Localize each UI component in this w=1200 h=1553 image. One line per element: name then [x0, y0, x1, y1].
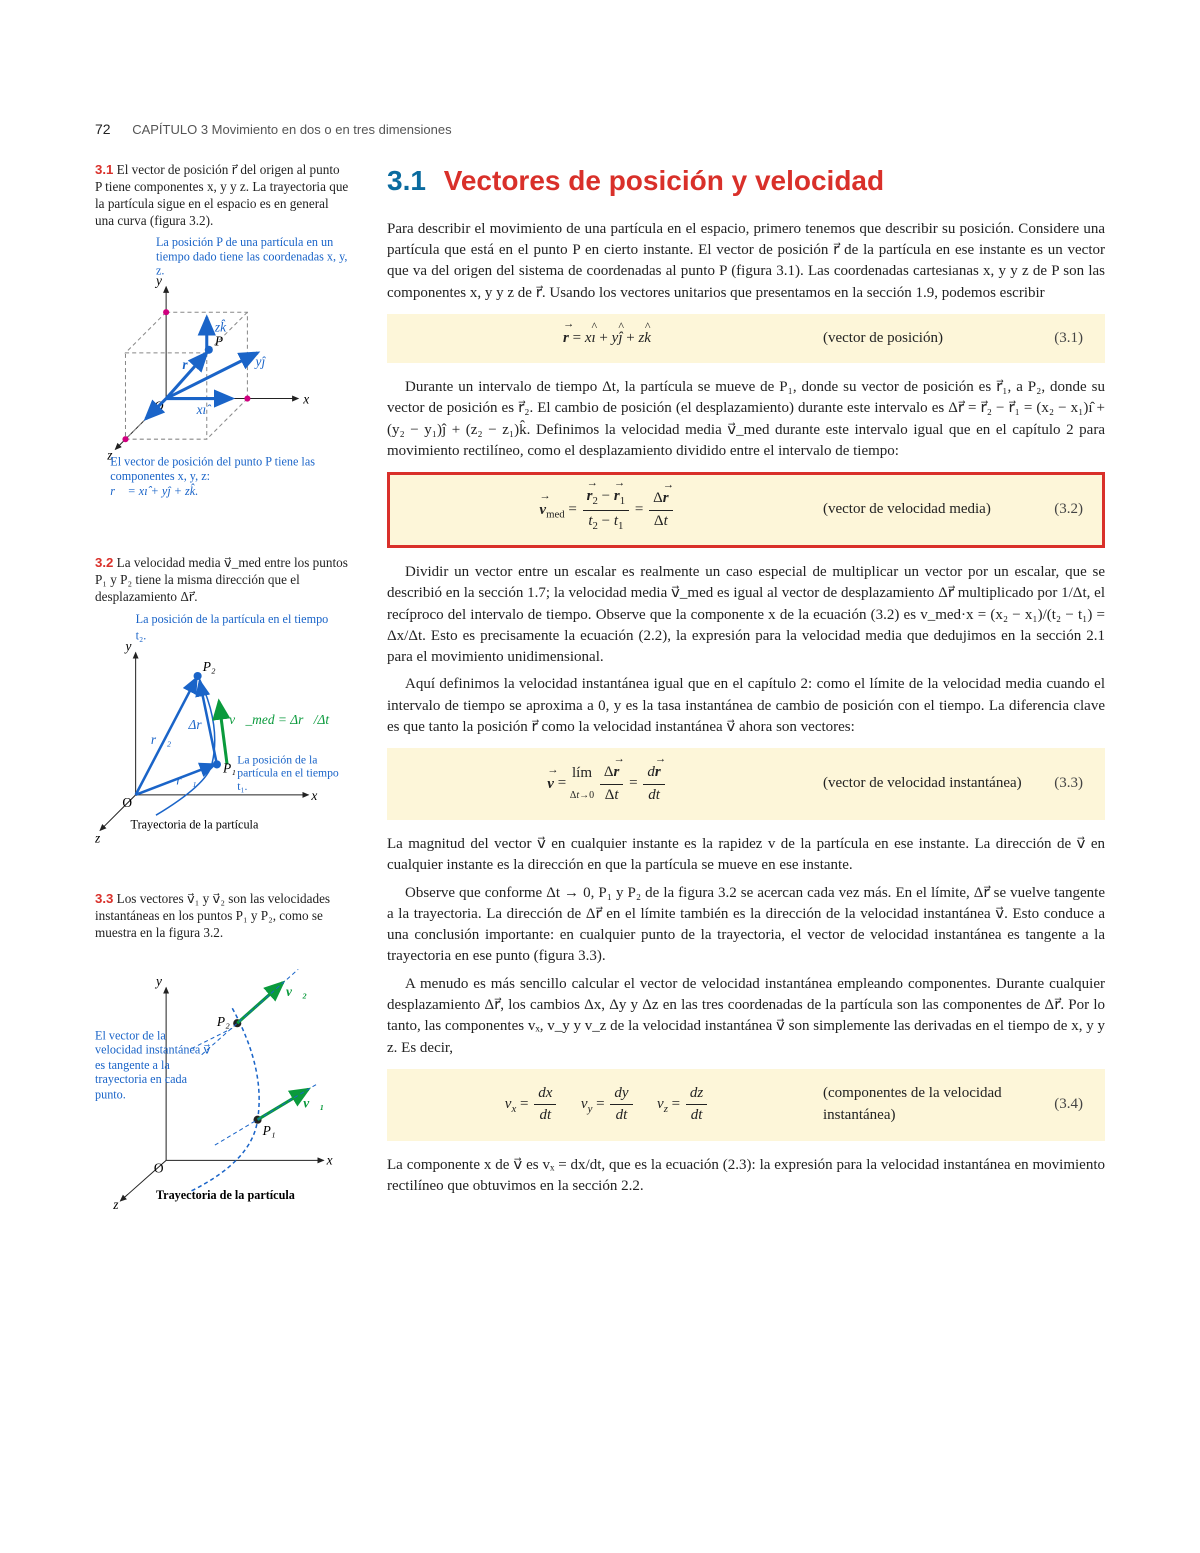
svg-text:z: z — [95, 830, 101, 845]
para-3: Dividir un vector entre un escalar es re… — [387, 562, 1105, 668]
svg-text:P: P — [214, 333, 223, 348]
svg-text:P₁: P₁ — [262, 1123, 276, 1138]
section-title: Vectores de posición y velocidad — [444, 165, 884, 196]
svg-text:P₂: P₂ — [216, 1014, 230, 1029]
svg-text:r⃗₁: r⃗₁ — [176, 772, 196, 787]
para-6: Observe que conforme Δt → 0, P₁ y P₂ de … — [387, 883, 1105, 968]
para-1: Para describir el movimiento de una part… — [387, 219, 1105, 304]
fig32-svg: La posición de la partícula en el tiempo… — [95, 612, 349, 856]
para-4: Aquí definimos la velocidad instantánea … — [387, 674, 1105, 738]
svg-text:r⃗₂: r⃗₂ — [151, 732, 172, 747]
svg-text:z: z — [112, 1197, 119, 1211]
figure-3-2: 3.2 La velocidad media v⃗_med entre los … — [95, 554, 349, 859]
section-num: 3.1 — [387, 165, 426, 196]
svg-text:xı̂: xı̂ — [196, 401, 213, 416]
running-head: 72 CAPÍTULO 3 Movimiento en dos o en tre… — [95, 120, 1105, 139]
page-number: 72 — [95, 121, 111, 137]
svg-text:Trayectoria de la partícula: Trayectoria de la partícula — [131, 817, 259, 831]
svg-text:O: O — [122, 795, 132, 810]
para-5: La magnitud del vector v⃗ en cualquier i… — [387, 834, 1105, 877]
svg-text:P₂: P₂ — [202, 659, 216, 674]
svg-text:x: x — [326, 1152, 333, 1167]
figure-3-3: 3.3 Los vectores v⃗₁ y v⃗₂ son las veloc… — [95, 890, 349, 1216]
svg-text:y: y — [154, 974, 162, 989]
fig-num: 3.2 — [95, 555, 113, 570]
svg-text:O: O — [154, 1161, 164, 1176]
chapter-title: CAPÍTULO 3 Movimiento en dos o en tres d… — [132, 122, 451, 137]
para-2: Durante un intervalo de tiempo Δt, la pa… — [387, 377, 1105, 462]
svg-text:r⃗: r⃗ — [182, 357, 198, 372]
svg-text:Δr⃗: Δr⃗ — [187, 716, 212, 731]
svg-text:v⃗₁: v⃗₁ — [303, 1096, 324, 1111]
equation-3-4: vx = dxdt vy = dydt vz = dzdt (component… — [387, 1069, 1105, 1141]
svg-text:zk̂: zk̂ — [214, 319, 227, 334]
section-heading: 3.1 Vectores de posición y velocidad — [387, 161, 1105, 201]
svg-text:y: y — [154, 272, 162, 287]
fig-num: 3.3 — [95, 891, 113, 906]
figure-3-1: 3.1 El vector de posición r⃗ del origen … — [95, 161, 349, 524]
svg-text:v⃗_med = Δr⃗/Δt: v⃗_med = Δr⃗/Δt — [229, 711, 329, 726]
equation-3-1: r = xı + yĵ + zk (vector de posición) (3… — [387, 314, 1105, 363]
fig-caption: El vector de posición r⃗ del origen al p… — [95, 162, 348, 228]
svg-text:x: x — [302, 391, 309, 406]
side-column: 3.1 El vector de posición r⃗ del origen … — [95, 161, 349, 1245]
svg-text:P₁: P₁ — [222, 760, 236, 775]
fig-caption: Los vectores v⃗₁ y v⃗₂ son las velocidad… — [95, 891, 330, 940]
main-column: 3.1 Vectores de posición y velocidad Par… — [387, 161, 1105, 1245]
fig-num: 3.1 — [95, 162, 113, 177]
para-7: A menudo es más sencillo calcular el vec… — [387, 974, 1105, 1059]
fig31-svg: La posición P de una partícula en un tie… — [95, 236, 349, 520]
svg-text:yĵ: yĵ — [254, 354, 267, 369]
fig-caption: La velocidad media v⃗_med entre los punt… — [95, 555, 348, 604]
equation-3-3: v = límΔt→0 ΔrΔt = drdt (vector de veloc… — [387, 748, 1105, 820]
svg-text:Trayectoria de la partícula: Trayectoria de la partícula — [156, 1188, 295, 1202]
svg-text:v⃗₂: v⃗₂ — [286, 984, 307, 999]
para-8: La componente x de v⃗ es vₓ = dx/dt, que… — [387, 1155, 1105, 1198]
svg-text:y: y — [123, 638, 131, 653]
fig33-svg: y x z O P₁ P₂ v⃗₁ v⃗₂ El vector de — [95, 947, 349, 1211]
equation-3-2: vmed = r2 − r1t2 − t1 = ΔrΔt (vector de … — [387, 472, 1105, 548]
